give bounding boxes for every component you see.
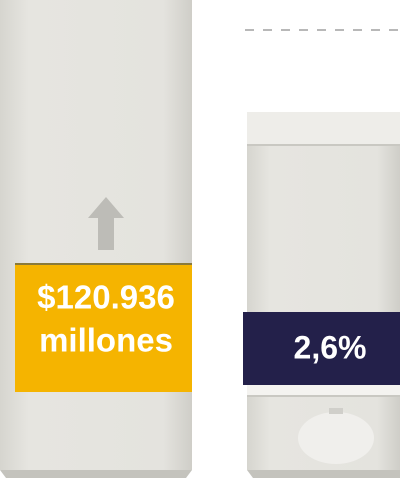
left-box-shadow	[0, 470, 192, 478]
right-box-cap	[247, 112, 400, 144]
right-box-shadow	[247, 470, 400, 478]
page: $120.936 millones 2,6% (() => { const da…	[0, 0, 400, 500]
rate-text: 2,6%	[294, 329, 367, 365]
infographic: $120.936 millones 2,6%	[0, 0, 400, 500]
band-gap	[247, 385, 400, 395]
left-box	[0, 0, 192, 470]
value-text: $120.936	[37, 279, 175, 316]
oval-top	[329, 408, 343, 414]
oval	[298, 412, 374, 464]
value-unit: millones	[39, 322, 173, 359]
